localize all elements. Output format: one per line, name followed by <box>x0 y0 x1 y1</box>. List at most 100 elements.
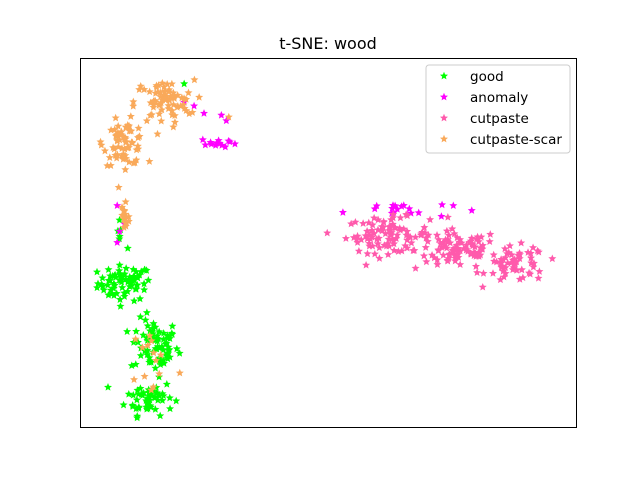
data-point <box>403 211 412 220</box>
data-point <box>113 135 122 144</box>
legend-marker <box>440 134 448 143</box>
data-point <box>166 404 175 413</box>
data-point <box>128 402 137 410</box>
data-point <box>109 284 118 292</box>
data-point <box>152 356 160 364</box>
data-point <box>224 112 233 121</box>
data-point <box>115 227 124 235</box>
data-point <box>108 289 117 298</box>
data-point <box>97 280 106 288</box>
data-point <box>499 272 508 281</box>
data-point <box>478 282 487 291</box>
data-point <box>121 197 130 206</box>
data-point <box>535 267 544 275</box>
data-point <box>156 88 165 96</box>
data-points <box>93 75 557 422</box>
data-point <box>165 334 174 342</box>
data-point <box>515 275 524 283</box>
data-point <box>444 231 453 239</box>
data-point <box>124 276 133 285</box>
data-point <box>159 329 168 337</box>
data-point <box>154 334 163 343</box>
data-point <box>166 92 175 100</box>
data-point <box>388 204 397 212</box>
data-point <box>116 302 125 310</box>
data-point <box>496 275 505 284</box>
data-point <box>396 213 405 222</box>
data-point <box>190 101 199 110</box>
data-point <box>377 222 386 231</box>
data-point <box>411 233 420 241</box>
data-point <box>110 291 118 299</box>
data-point <box>121 134 130 143</box>
data-point <box>341 234 350 242</box>
data-point <box>168 110 177 119</box>
data-point <box>106 161 115 169</box>
data-point <box>119 223 128 231</box>
data-point <box>470 242 479 251</box>
data-point <box>446 238 455 247</box>
data-point <box>138 343 147 351</box>
data-point <box>165 393 174 402</box>
data-point <box>354 246 363 255</box>
data-point <box>479 269 488 277</box>
data-point <box>361 231 370 240</box>
data-point <box>132 404 141 413</box>
data-point <box>149 103 158 111</box>
data-point <box>106 271 115 280</box>
data-point <box>140 372 149 380</box>
data-point <box>162 339 171 347</box>
data-point <box>140 285 149 294</box>
data-point <box>129 272 138 280</box>
data-point <box>352 235 361 243</box>
data-point <box>375 243 384 252</box>
data-point <box>370 204 379 213</box>
data-point <box>526 249 535 257</box>
data-point <box>152 388 161 397</box>
data-point <box>113 201 122 209</box>
data-point <box>129 97 138 106</box>
data-point <box>372 235 381 243</box>
data-point <box>169 100 178 109</box>
data-point <box>424 230 433 239</box>
data-point <box>402 230 411 239</box>
data-point <box>131 284 140 293</box>
data-point <box>489 269 497 277</box>
data-point <box>433 260 442 268</box>
data-point <box>384 235 393 243</box>
data-point <box>423 237 432 245</box>
series-cutpaste <box>323 210 557 291</box>
data-point <box>156 360 165 368</box>
data-point <box>184 88 193 97</box>
data-point <box>363 227 372 235</box>
data-point <box>175 368 184 377</box>
data-point <box>93 283 102 292</box>
plot-area-frame <box>80 58 577 428</box>
data-point <box>153 331 162 340</box>
data-point <box>403 243 412 252</box>
data-point <box>364 218 373 227</box>
data-point <box>374 234 383 242</box>
data-point <box>128 138 137 147</box>
data-point <box>414 208 423 217</box>
data-point <box>146 401 155 410</box>
data-point <box>119 400 128 409</box>
data-point <box>123 287 132 295</box>
data-point <box>155 369 164 378</box>
data-point <box>421 243 430 251</box>
data-point <box>114 183 123 191</box>
data-point <box>407 238 416 247</box>
data-point <box>368 220 377 229</box>
data-point <box>451 256 460 265</box>
data-point <box>104 265 113 274</box>
data-point <box>548 254 557 263</box>
data-point <box>381 229 390 238</box>
data-point <box>478 244 487 253</box>
data-point <box>123 244 132 252</box>
data-point <box>180 79 189 88</box>
data-point <box>156 350 165 359</box>
data-point <box>149 348 158 357</box>
legend-marker <box>440 71 448 80</box>
data-point <box>442 243 451 252</box>
